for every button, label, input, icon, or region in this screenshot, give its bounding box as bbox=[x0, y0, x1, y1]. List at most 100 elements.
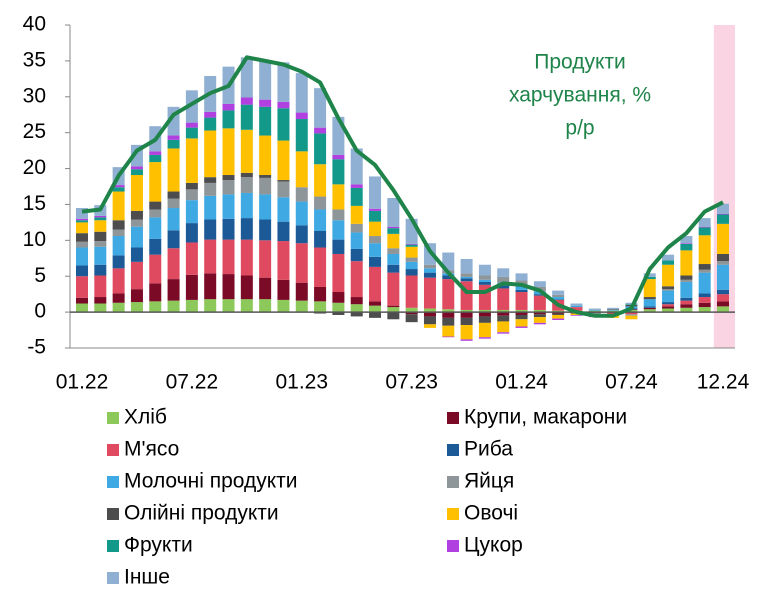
bar-segment bbox=[698, 264, 711, 270]
bar-segment bbox=[405, 275, 418, 308]
bar-segment bbox=[717, 306, 729, 313]
bar-segment bbox=[167, 230, 180, 249]
bar-segment bbox=[405, 261, 418, 270]
bar-segment bbox=[680, 279, 693, 282]
x-tick-label: 01.23 bbox=[275, 371, 328, 394]
bar-segment bbox=[185, 200, 198, 224]
legend-label: Крупи, макарони bbox=[464, 406, 627, 429]
bar-segment bbox=[259, 240, 272, 278]
legend-swatch bbox=[447, 508, 459, 520]
bar-segment bbox=[222, 274, 235, 300]
bar-segment bbox=[76, 218, 88, 221]
legend-label: Хліб bbox=[124, 406, 167, 429]
bar-segment bbox=[478, 312, 491, 317]
bar-segment bbox=[259, 106, 272, 136]
bar-segment bbox=[387, 305, 400, 308]
bar-segment bbox=[387, 248, 400, 254]
bar-segment bbox=[405, 312, 418, 315]
bar-segment bbox=[204, 195, 217, 220]
bar-segment bbox=[204, 177, 217, 183]
bar-segment bbox=[185, 127, 198, 139]
bar-segment bbox=[405, 246, 418, 258]
bar-segment bbox=[94, 241, 107, 247]
bar-segment bbox=[259, 299, 272, 313]
bar-segment bbox=[350, 304, 363, 313]
bar-segment bbox=[405, 307, 418, 313]
bar-segment bbox=[460, 312, 473, 318]
bar-segment bbox=[222, 299, 235, 313]
bar-segment bbox=[112, 255, 125, 269]
bar-segment bbox=[405, 243, 418, 245]
bar-segment bbox=[533, 312, 546, 315]
bar-segment bbox=[222, 180, 235, 195]
bar-segment bbox=[533, 309, 546, 313]
bar-segment bbox=[94, 231, 107, 242]
bar-segment bbox=[552, 294, 565, 298]
bar-segment bbox=[607, 307, 620, 310]
bar-segment bbox=[387, 197, 400, 227]
legend-label: Овочі bbox=[464, 502, 518, 525]
bar-segment bbox=[680, 304, 693, 308]
bar-segment bbox=[698, 297, 711, 303]
x-tick-label: 07.24 bbox=[605, 371, 658, 394]
legend-swatch bbox=[447, 540, 459, 552]
bar-segment bbox=[369, 312, 382, 318]
bar-segment bbox=[277, 181, 290, 198]
bar-segment bbox=[240, 129, 253, 173]
bar-segment bbox=[204, 117, 217, 131]
annotation: р/р bbox=[565, 117, 594, 140]
bar-segment bbox=[314, 301, 327, 313]
bar-segment bbox=[717, 289, 729, 295]
bar-segment bbox=[387, 307, 400, 313]
bar-segment bbox=[222, 128, 235, 176]
bar-segment bbox=[369, 256, 382, 267]
bar-segment bbox=[680, 243, 693, 244]
bar-segment bbox=[478, 337, 491, 339]
bar-segment bbox=[387, 226, 400, 229]
bar-segment bbox=[332, 302, 345, 313]
bar-segment bbox=[478, 275, 491, 280]
bar-segment bbox=[643, 309, 656, 313]
bar-segment bbox=[149, 217, 162, 239]
bar-segment bbox=[204, 219, 217, 240]
bar-segment bbox=[533, 314, 546, 318]
bar-segment bbox=[497, 285, 510, 289]
bar-segment bbox=[643, 276, 656, 280]
bar-segment bbox=[570, 314, 583, 316]
bar-segment bbox=[314, 209, 327, 232]
bar-segment bbox=[332, 220, 345, 240]
bar-segment bbox=[295, 112, 308, 120]
bar-segment bbox=[295, 73, 308, 113]
bar-segment bbox=[515, 326, 528, 328]
legend-swatch bbox=[107, 508, 119, 520]
bar-segment bbox=[332, 184, 345, 210]
bar-segment bbox=[259, 99, 272, 107]
bar-segment bbox=[369, 176, 382, 209]
y-tick-label: -5 bbox=[27, 336, 46, 359]
annotation: Продукти bbox=[534, 51, 626, 74]
bar-segment bbox=[167, 191, 180, 199]
bar-segment bbox=[94, 303, 107, 313]
bar-segment bbox=[442, 279, 455, 310]
bar-segment bbox=[662, 306, 675, 309]
bar-segment bbox=[185, 274, 198, 300]
bar-segment bbox=[76, 303, 88, 313]
bar-segment bbox=[423, 268, 436, 273]
bar-segment bbox=[423, 308, 436, 313]
bar-segment bbox=[478, 279, 491, 282]
bar-segment bbox=[222, 194, 235, 219]
bar-segment bbox=[259, 277, 272, 300]
bar-segment bbox=[185, 90, 198, 123]
bar-segment bbox=[515, 319, 528, 327]
bar-segment bbox=[295, 187, 308, 202]
bar-segment bbox=[680, 275, 693, 280]
bar-segment bbox=[680, 297, 693, 301]
y-tick-label: 0 bbox=[34, 300, 46, 323]
bar-segment bbox=[717, 223, 729, 254]
bar-segment bbox=[204, 111, 217, 118]
bar-segment bbox=[717, 214, 729, 224]
bar-segment bbox=[314, 133, 327, 165]
bar-segment bbox=[717, 213, 729, 215]
bar-segment bbox=[423, 324, 436, 328]
bar-segment bbox=[643, 299, 656, 307]
